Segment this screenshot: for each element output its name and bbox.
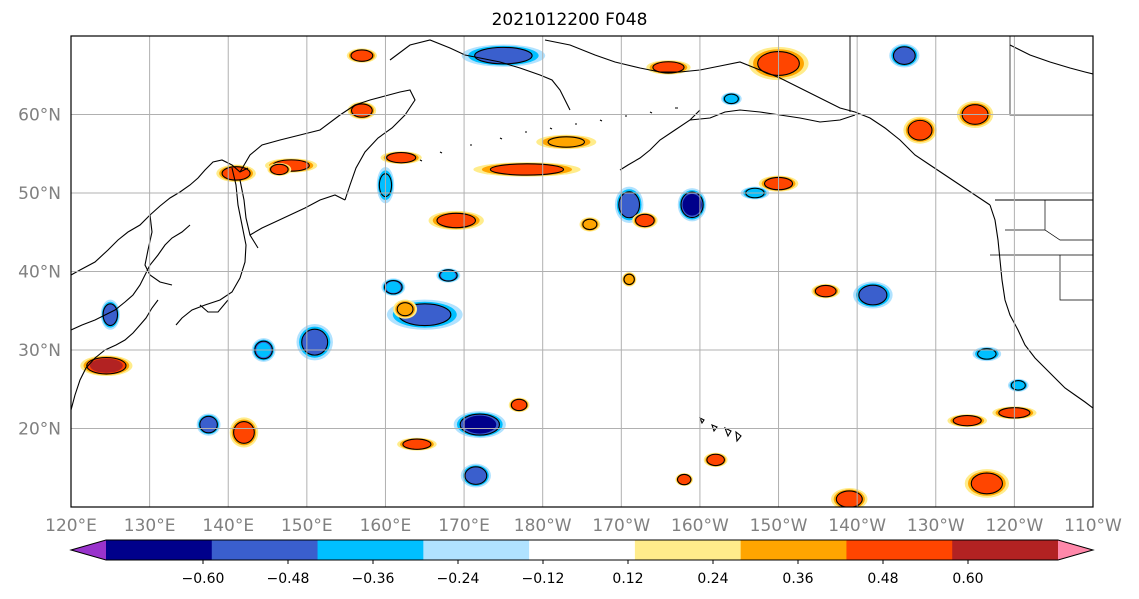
contour-blob <box>216 164 256 183</box>
contour-blob <box>703 452 728 468</box>
colorbar-tick-label: 0.48 <box>867 571 898 587</box>
contour-blob <box>536 134 597 150</box>
colorbar-tick-label: 0.24 <box>697 571 728 587</box>
lon-tick-label: 120°E <box>45 516 97 536</box>
lat-tick-label: 50°N <box>18 184 61 204</box>
contour-blob <box>964 469 1010 498</box>
lon-tick-label: 140°W <box>828 516 886 536</box>
contour-blob <box>903 116 937 144</box>
lon-tick-label: 150°E <box>281 516 333 536</box>
contour-blob <box>621 272 637 287</box>
contour-blob <box>460 463 491 488</box>
colorbar-segment <box>529 540 636 560</box>
lon-tick-label: 160°W <box>671 516 729 536</box>
contour-blob <box>889 43 920 68</box>
coastline-north-america <box>989 44 1093 409</box>
contour-blob <box>614 186 644 223</box>
colorbar-tick-label: −0.12 <box>522 571 565 587</box>
colorbar-segment <box>317 540 424 560</box>
colorbar-tick-label: −0.24 <box>437 571 480 587</box>
lon-tick-label: 150°W <box>750 516 808 536</box>
gridlines <box>71 36 1093 507</box>
contour-blob <box>296 323 333 361</box>
colorbar-segment <box>106 540 213 560</box>
lon-tick-label: 170°W <box>592 516 650 536</box>
colorbar-extend-high <box>1058 540 1093 560</box>
contour-blob <box>853 281 893 309</box>
lat-tick-label: 30°N <box>18 341 61 361</box>
colorbar-tick-label: −0.60 <box>182 571 225 587</box>
contour-blob <box>380 151 422 165</box>
colorbar-segment <box>423 540 530 560</box>
colorbar-segment <box>952 540 1059 560</box>
contour-blob <box>453 411 506 439</box>
lon-tick-label: 110°W <box>1064 516 1122 536</box>
contour-blob <box>100 299 120 330</box>
border-us-states <box>990 200 1093 301</box>
contour-blob <box>196 413 221 436</box>
colorbar-tick-label: −0.48 <box>267 571 310 587</box>
contour-blob <box>972 346 1002 362</box>
contour-blob <box>267 163 292 176</box>
contour-blob <box>508 397 530 413</box>
lon-tick-label: 160°E <box>360 516 412 536</box>
colorbar: −0.60 −0.48 −0.36 −0.24 −0.12 0.12 0.24 0.36 0.4… <box>69 539 1095 587</box>
contour-blob <box>1007 378 1029 392</box>
contour-blob <box>428 210 484 231</box>
contour-blob <box>461 44 546 67</box>
contour-blob <box>632 212 658 229</box>
map-plot-area <box>70 35 1094 508</box>
map-frame <box>70 35 1094 508</box>
colorbar-segment <box>211 540 319 560</box>
lon-tick-label: 120°W <box>986 516 1044 536</box>
contour-blob <box>579 217 601 232</box>
contour-blob <box>381 278 406 296</box>
lat-tick-label: 60°N <box>18 106 61 126</box>
colorbar-segment <box>846 540 953 560</box>
colorbar-tick-label: −0.36 <box>352 571 395 587</box>
contour-blob <box>721 92 742 106</box>
lon-tick-label: 180°W <box>514 516 572 536</box>
map-title: 2021012200 F048 <box>491 10 648 30</box>
colorbar-outline <box>69 539 1095 561</box>
contour-blob <box>393 299 418 319</box>
contour-blob <box>947 414 988 428</box>
lon-tick-label: 170°E <box>438 516 490 536</box>
contour-blob <box>677 188 707 222</box>
colorbar-tick-label: 0.60 <box>952 571 983 587</box>
lat-tick-label: 40°N <box>18 263 61 283</box>
contour-fill-layer <box>80 43 1037 507</box>
lon-tick-label: 130°E <box>124 516 176 536</box>
aleutian-islands <box>419 107 678 162</box>
contour-blob <box>347 101 377 120</box>
contour-blob <box>229 417 259 448</box>
colorbar-segment <box>740 540 847 560</box>
contour-blob <box>436 268 461 283</box>
colorbar-extend-low <box>71 540 106 560</box>
lon-tick-label: 140°E <box>202 516 254 536</box>
latitude-labels: 60°N 50°N 40°N 30°N 20°N <box>18 106 61 440</box>
contour-blob <box>473 162 581 177</box>
longitude-labels: 120°E 130°E 140°E 150°E 160°E 170°E 180°W 170°W… <box>45 516 1122 536</box>
colorbar-tick-label: 0.12 <box>612 571 643 587</box>
contour-blob <box>675 473 693 486</box>
contour-blob <box>811 283 840 299</box>
colorbar-segment <box>634 540 742 560</box>
coastline-kamchatka <box>239 39 571 236</box>
contour-blob <box>397 437 437 451</box>
lon-tick-label: 130°W <box>907 516 965 536</box>
lat-tick-label: 20°N <box>18 420 61 440</box>
colorbar-tick-label: 0.36 <box>782 571 813 587</box>
contour-blob <box>346 48 377 63</box>
coastline-asia <box>71 159 249 411</box>
